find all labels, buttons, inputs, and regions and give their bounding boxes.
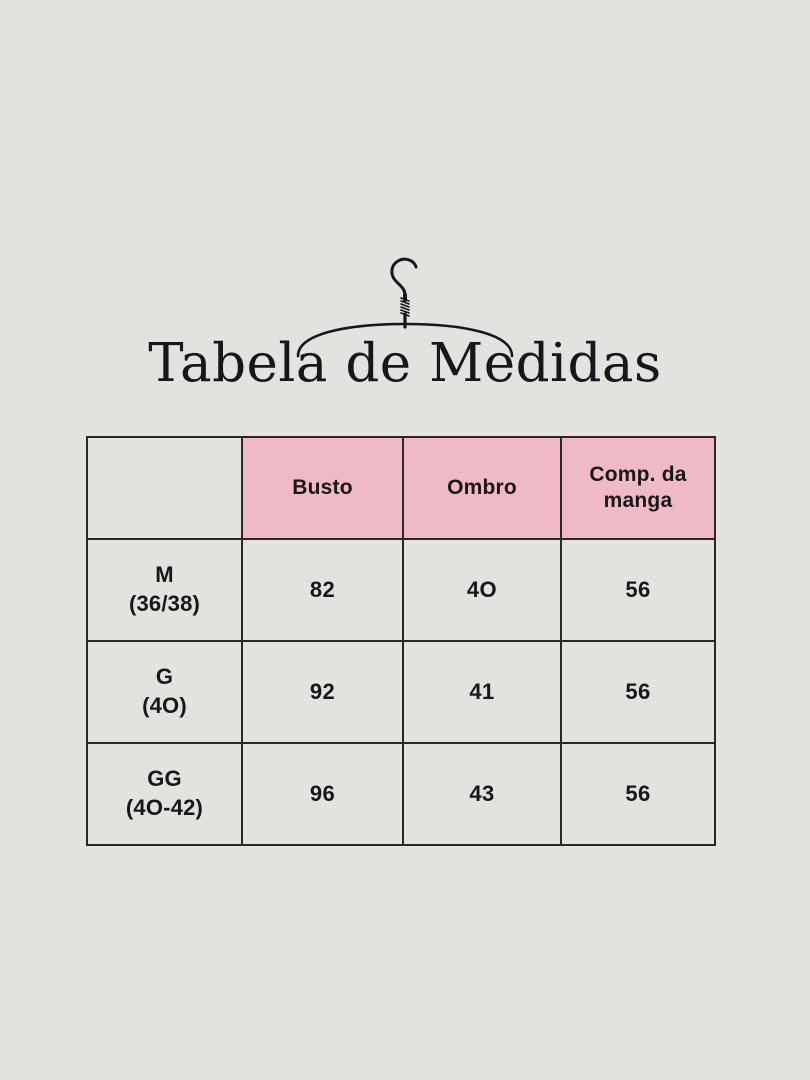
size-cell: G (4O)	[86, 640, 243, 744]
size-cell: GG (4O-42)	[86, 742, 243, 846]
value-manga: 56	[560, 640, 716, 744]
corner-blank-cell	[86, 436, 243, 540]
size-range: (4O-42)	[125, 795, 204, 820]
column-header-ombro: Ombro	[402, 436, 562, 540]
table-header: Busto Ombro Comp. da manga	[86, 436, 716, 540]
table-row: GG (4O-42) 96 43 56	[86, 742, 716, 846]
page-title: Tabela de Medidas	[148, 333, 662, 394]
value-busto: 96	[241, 742, 404, 846]
measurements-table: Busto Ombro Comp. da manga M (36/38) 82 …	[86, 436, 716, 846]
table-row: M (36/38) 82 4O 56	[86, 538, 716, 642]
table-row: G (4O) 92 41 56	[86, 640, 716, 744]
value-manga: 56	[560, 538, 716, 642]
size-label: G	[155, 664, 174, 690]
value-manga: 56	[560, 742, 716, 846]
size-label: GG	[147, 766, 182, 792]
column-header-manga: Comp. da manga	[560, 436, 716, 540]
column-header-busto: Busto	[241, 436, 404, 540]
value-busto: 82	[241, 538, 404, 642]
size-range: (4O)	[142, 693, 187, 718]
value-ombro: 43	[402, 742, 562, 846]
value-busto: 92	[241, 640, 404, 744]
table-body: M (36/38) 82 4O 56 G (4O) 92 41 56	[86, 538, 716, 846]
table-header-row: Busto Ombro Comp. da manga	[86, 436, 716, 540]
size-cell: M (36/38)	[86, 538, 243, 642]
value-ombro: 41	[402, 640, 562, 744]
measurements-table-wrapper: Busto Ombro Comp. da manga M (36/38) 82 …	[86, 436, 716, 846]
value-ombro: 4O	[402, 538, 562, 642]
size-label: M	[155, 562, 174, 588]
size-range: (36/38)	[128, 591, 201, 616]
